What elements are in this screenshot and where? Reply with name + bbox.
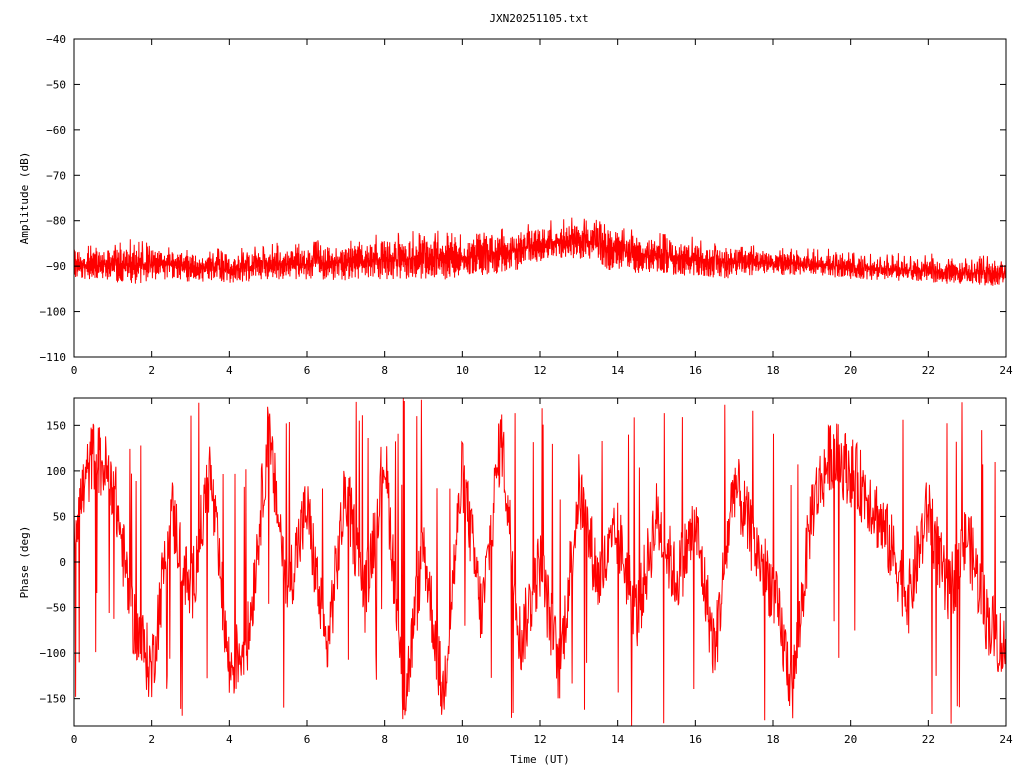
amplitude-y-axis-label: Amplitude (dB) <box>18 152 31 245</box>
amplitude-x-tick-label: 2 <box>148 364 155 377</box>
amplitude-x-tick-label: 4 <box>226 364 233 377</box>
amplitude-x-tick-label: 0 <box>71 364 78 377</box>
amplitude-x-tick-label: 10 <box>456 364 469 377</box>
amplitude-y-tick-label: −50 <box>46 78 66 91</box>
amplitude-y-tick-label: −100 <box>40 306 67 319</box>
phase-x-tick-label: 24 <box>999 733 1013 746</box>
phase-x-tick-label: 22 <box>922 733 935 746</box>
phase-y-tick-label: −100 <box>40 647 67 660</box>
amplitude-x-tick-label: 12 <box>533 364 546 377</box>
amplitude-x-tick-label: 24 <box>999 364 1013 377</box>
amplitude-x-tick-label: 14 <box>611 364 625 377</box>
amplitude-y-tick-label: −40 <box>46 33 66 46</box>
phase-y-tick-label: 0 <box>59 556 66 569</box>
phase-x-axis-label: Time (UT) <box>510 753 570 766</box>
amplitude-y-tick-label: −70 <box>46 169 66 182</box>
chart-title: JXN20251105.txt <box>489 12 588 25</box>
phase-x-tick-label: 12 <box>533 733 546 746</box>
amplitude-y-tick-label: −90 <box>46 260 66 273</box>
amplitude-panel: 0 2 4 6 8 10 12 14 16 18 20 22 24−40−50−60−70−80−90−… <box>18 33 1013 377</box>
amplitude-y-tick-label: −60 <box>46 124 66 137</box>
phase-x-tick-label: 2 <box>148 733 155 746</box>
amplitude-series-line <box>74 217 1006 286</box>
amplitude-x-tick-label: 16 <box>689 364 702 377</box>
amplitude-y-tick-label: −110 <box>40 351 67 364</box>
phase-x-tick-label: 18 <box>766 733 779 746</box>
amplitude-plot-frame <box>73 38 1007 358</box>
phase-y-tick-label: −150 <box>40 693 67 706</box>
phase-x-tick-label: 14 <box>611 733 625 746</box>
phase-y-axis-label: Phase (deg) <box>18 526 31 599</box>
amplitude-x-tick-label: 8 <box>381 364 388 377</box>
phase-x-tick-label: 4 <box>226 733 233 746</box>
phase-x-tick-label: 20 <box>844 733 857 746</box>
phase-x-tick-label: 6 <box>304 733 311 746</box>
phase-x-tick-label: 0 <box>71 733 78 746</box>
phase-y-tick-label: 100 <box>46 465 66 478</box>
phase-y-tick-label: 50 <box>53 510 66 523</box>
phase-series-line <box>74 398 1006 726</box>
phase-x-tick-label: 8 <box>381 733 388 746</box>
phase-y-tick-label: 150 <box>46 419 66 432</box>
phase-y-tick-label: −50 <box>46 602 66 615</box>
amplitude-x-tick-label: 18 <box>766 364 779 377</box>
amplitude-y-tick-label: −80 <box>46 215 66 228</box>
phase-x-tick-label: 10 <box>456 733 469 746</box>
amplitude-x-tick-label: 20 <box>844 364 857 377</box>
amplitude-x-tick-label: 6 <box>304 364 311 377</box>
amplitude-x-tick-label: 22 <box>922 364 935 377</box>
phase-panel: 0 2 4 6 8 10 12 14 16 18 20 22 24150100500−50−100−15… <box>18 397 1013 766</box>
phase-x-tick-label: 16 <box>689 733 702 746</box>
